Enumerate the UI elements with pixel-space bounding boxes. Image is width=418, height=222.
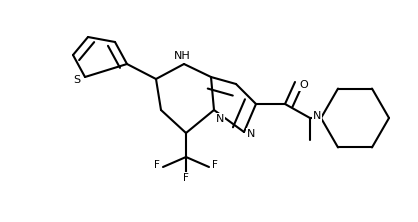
Text: O: O — [299, 80, 308, 90]
Text: F: F — [154, 160, 160, 170]
Text: NH: NH — [173, 51, 190, 61]
Text: N: N — [313, 111, 321, 121]
Text: F: F — [183, 173, 189, 183]
Text: S: S — [73, 75, 80, 85]
Text: N: N — [247, 129, 255, 139]
Text: N: N — [216, 114, 224, 124]
Text: F: F — [212, 160, 218, 170]
